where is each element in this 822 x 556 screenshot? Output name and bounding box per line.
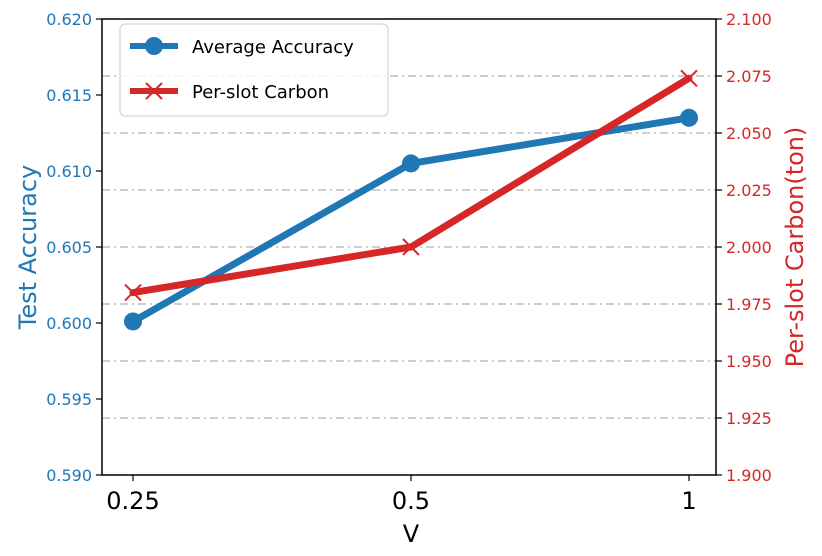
tick-label-right: 1.900 [726,466,772,485]
data-point-accuracy [402,154,420,173]
tick-label-left: 0.595 [46,390,92,409]
y-axis-left-label: Test Accuracy [14,165,42,330]
series-layer [124,69,698,331]
legend: Average Accuracy Per-slot Carbon [119,23,389,117]
tick-label-right: 2.000 [726,238,772,257]
legend-marker-carbon [145,82,163,100]
tick-label-x: 1 [681,487,696,515]
tick-label-left: 0.620 [46,10,92,29]
tick-label-right: 2.100 [726,10,772,29]
tick-label-left: 0.610 [46,162,92,181]
legend-marker-accuracy [145,37,163,55]
tick-label-right: 2.075 [726,67,772,86]
tick-label-left: 0.605 [46,238,92,257]
legend-label-carbon: Per-slot Carbon [192,82,329,103]
data-point-carbon [124,283,142,302]
tick-label-x: 0.25 [106,487,159,515]
tick-label-left: 0.600 [46,314,92,333]
series-line-0 [129,114,693,325]
tick-label-left: 0.615 [46,86,92,105]
tick-label-right: 1.950 [726,352,772,371]
y-axis-right-label: Per-slot Carbon(ton) [781,127,809,368]
tick-label-right: 1.975 [726,295,772,314]
left-y-axis: 0.590 0.595 0.600 0.605 0.610 0.615 0.620 [46,10,102,485]
right-y-axis: 1.900 1.925 1.950 1.975 2.000 2.025 2.050 2.075… [716,10,772,485]
tick-label-right: 2.050 [726,124,772,143]
tick-label-left: 0.590 [46,466,92,485]
tick-label-right: 1.925 [726,409,772,428]
data-point-accuracy [680,108,698,127]
data-point-carbon [402,238,420,256]
data-point-accuracy [124,312,142,331]
x-axis-label: V [403,520,420,548]
tick-label-right: 2.025 [726,181,772,200]
data-point-carbon [680,69,698,87]
legend-label-accuracy: Average Accuracy [192,37,354,58]
legend-box [119,23,389,117]
x-axis: 0.25 0.5 1 [106,475,697,515]
tick-label-x: 0.5 [392,487,430,515]
